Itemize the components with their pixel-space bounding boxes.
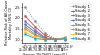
Study 5 — [24, 26, 26, 27]
Study 5 — [44, 38, 46, 39]
Study 8 — [24, 34, 26, 35]
Study 2 — [54, 39, 56, 40]
Study 6 — [54, 39, 56, 40]
Study 2 — [44, 35, 46, 36]
Line: Study 7: Study 7 — [24, 31, 66, 40]
Legend: Study 1, Study 2, Study 3, Study 4, Study 5, Study 6, Study 7, Study 8: Study 1, Study 2, Study 3, Study 4, Stud… — [70, 4, 91, 42]
Study 4 — [24, 24, 26, 25]
Study 8 — [34, 38, 36, 39]
Study 8 — [54, 39, 56, 40]
Line: Study 4: Study 4 — [24, 24, 66, 40]
Study 4 — [54, 39, 56, 40]
Study 3 — [64, 38, 66, 39]
Study 3 — [44, 37, 46, 38]
Study 7 — [54, 39, 56, 40]
Line: Study 6: Study 6 — [24, 28, 66, 40]
Study 2 — [34, 26, 36, 27]
Study 1 — [64, 39, 66, 40]
Study 1 — [54, 38, 56, 39]
Study 6 — [34, 35, 36, 36]
Study 8 — [64, 38, 66, 39]
Line: Study 8: Study 8 — [24, 33, 66, 40]
Study 7 — [34, 37, 36, 38]
Study 6 — [24, 28, 26, 29]
Study 5 — [54, 39, 56, 40]
Study 5 — [34, 34, 36, 35]
Study 6 — [64, 37, 66, 38]
Line: Study 1: Study 1 — [24, 6, 66, 40]
X-axis label: Serum 25(OH)D (nmol/L): Serum 25(OH)D (nmol/L) — [23, 53, 67, 55]
Line: Study 3: Study 3 — [24, 20, 66, 40]
Study 7 — [44, 39, 46, 40]
Study 2 — [24, 15, 26, 16]
Study 4 — [64, 38, 66, 39]
Y-axis label: Relative Risk of All-Cause
Mortality (95% CI): Relative Risk of All-Cause Mortality (95… — [5, 0, 13, 45]
Line: Study 2: Study 2 — [24, 15, 66, 40]
Study 2 — [64, 38, 66, 39]
Study 7 — [64, 38, 66, 39]
Study 8 — [44, 39, 46, 40]
Line: Study 5: Study 5 — [24, 26, 66, 40]
Study 3 — [24, 21, 26, 22]
Study 3 — [54, 39, 56, 40]
Study 1 — [34, 21, 36, 22]
